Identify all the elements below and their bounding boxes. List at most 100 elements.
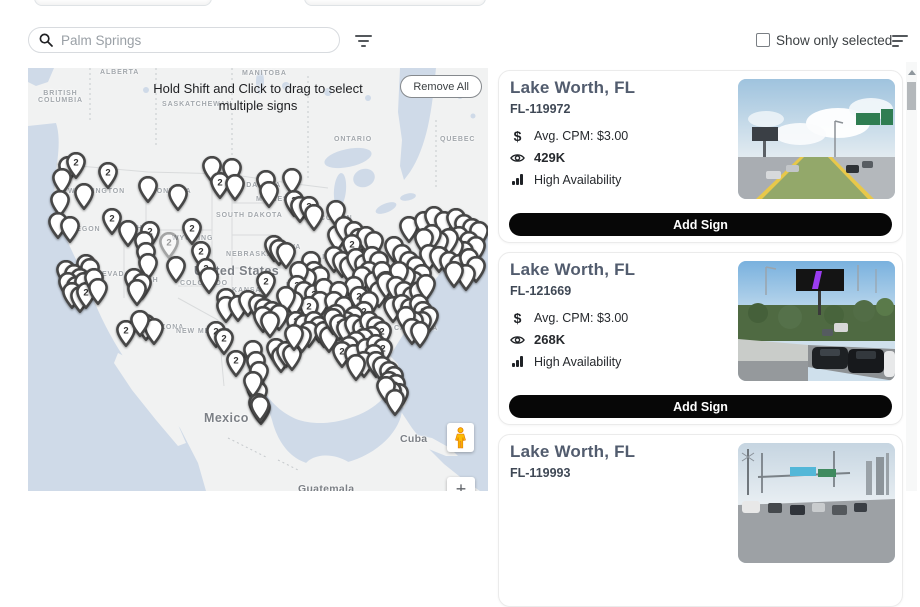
eye-icon — [510, 152, 525, 164]
map-pin[interactable] — [166, 256, 186, 283]
map-pin[interactable] — [444, 261, 464, 288]
map-cluster-pin[interactable]: 2 — [256, 271, 276, 298]
map-region-label: MANITOBA — [242, 70, 287, 77]
svg-text:2: 2 — [349, 240, 354, 251]
search-placeholder: Palm Springs — [61, 32, 142, 48]
map-pin[interactable] — [127, 279, 147, 306]
map-pin[interactable] — [304, 204, 324, 231]
sign-card: Lake Worth, FL FL-119972 $ Avg. CPM: $3.… — [498, 70, 903, 243]
add-sign-button[interactable]: Add Sign — [509, 213, 892, 236]
map-instruction: Hold Shift and Click to drag to select m… — [153, 81, 363, 113]
dollar-icon: $ — [513, 309, 522, 326]
sign-photo — [738, 79, 895, 199]
map-pin[interactable] — [88, 278, 108, 305]
map-region-label: Guatemala — [298, 483, 355, 491]
map-region-label: SASKATCHEWAN — [162, 101, 233, 108]
zoom-in-button[interactable]: + — [447, 477, 475, 491]
map-region-label: QUEBEC — [440, 136, 476, 143]
map-pin[interactable] — [260, 311, 280, 338]
map-pin[interactable] — [346, 354, 366, 381]
map-pin[interactable] — [259, 181, 279, 208]
svg-text:2: 2 — [73, 158, 78, 169]
map-pin[interactable] — [250, 395, 270, 422]
top-cropped-field-left — [34, 0, 212, 6]
show-only-selected-checkbox[interactable] — [756, 33, 770, 47]
cpm-value: Avg. CPM: $3.00 — [534, 310, 629, 325]
map[interactable]: BRITISH COLUMBIA ALBERTA SASKATCHEWAN MANIT… — [28, 68, 488, 491]
svg-text:2: 2 — [361, 307, 366, 318]
map-pin[interactable] — [410, 321, 430, 348]
availability-icon — [510, 356, 525, 367]
show-only-selected-label: Show only selected — [776, 33, 893, 48]
card-city: Lake Worth, FL — [510, 78, 636, 97]
svg-text:2: 2 — [380, 344, 385, 355]
eye-icon — [510, 334, 525, 346]
map-region-label: OREGON — [64, 226, 101, 233]
availability-icon — [510, 174, 525, 185]
filter-icon[interactable] — [355, 35, 372, 47]
map-pin[interactable] — [385, 389, 405, 416]
availability-value: High Availability — [534, 172, 622, 187]
svg-text:2: 2 — [109, 214, 114, 225]
search-input[interactable]: Palm Springs — [28, 27, 340, 53]
card-city: Lake Worth, FL — [510, 260, 636, 279]
map-region-label: Cuba — [400, 433, 428, 445]
svg-text:2: 2 — [198, 247, 203, 258]
svg-text:2: 2 — [263, 277, 268, 288]
dollar-icon: $ — [513, 127, 522, 144]
map-region-label: BRITISH COLUMBIA — [38, 90, 83, 104]
sort-icon[interactable] — [892, 35, 908, 47]
pegman-button[interactable] — [447, 423, 474, 452]
svg-text:2: 2 — [221, 334, 226, 345]
remove-all-button[interactable]: Remove All — [400, 75, 482, 98]
map-pin[interactable] — [284, 324, 304, 351]
map-cluster-pin[interactable]: 2 — [214, 328, 234, 355]
map-cluster-pin[interactable]: 2 — [66, 152, 86, 179]
map-cluster-pin[interactable]: 2 — [159, 232, 179, 259]
search-icon — [39, 33, 53, 47]
map-region-label: ALBERTA — [100, 69, 140, 76]
sign-photo — [738, 443, 895, 563]
map-pin[interactable] — [276, 242, 296, 269]
svg-text:2: 2 — [233, 356, 238, 367]
map-region-label: WASHINGTON — [68, 188, 126, 195]
svg-text:2: 2 — [123, 326, 128, 337]
pegman-icon — [455, 426, 466, 448]
map-region-label: ONTARIO — [334, 136, 373, 143]
svg-text:2: 2 — [306, 302, 311, 313]
scrollbar-up-arrow[interactable] — [908, 70, 916, 75]
map-cluster-pin[interactable]: 2 — [226, 350, 246, 377]
map-region-label: MINNESOTA — [256, 196, 306, 203]
panel-scrollbar[interactable] — [906, 62, 917, 491]
svg-text:2: 2 — [217, 178, 222, 189]
svg-text:2: 2 — [339, 347, 344, 358]
map-cluster-pin[interactable]: 2 — [182, 218, 202, 245]
map-pin[interactable] — [225, 174, 245, 201]
add-sign-button[interactable]: Add Sign — [509, 395, 892, 418]
map-region-label: NEVADA — [96, 271, 131, 278]
map-pin[interactable] — [60, 216, 80, 243]
card-sign-id: FL-121669 — [510, 284, 572, 298]
sign-card: Lake Worth, FL FL-119993 — [498, 434, 903, 607]
card-sign-id: FL-119972 — [510, 102, 571, 116]
cpm-value: Avg. CPM: $3.00 — [534, 128, 629, 143]
impressions-value: 268K — [534, 332, 566, 347]
svg-text:2: 2 — [166, 238, 171, 249]
map-region-label: NEBRASKA — [226, 251, 273, 258]
map-pin[interactable] — [199, 267, 219, 294]
map-region-label: Mexico — [204, 411, 249, 425]
svg-text:2: 2 — [189, 224, 194, 235]
svg-text:2: 2 — [105, 168, 110, 179]
availability-value: High Availability — [534, 354, 622, 369]
svg-text:2: 2 — [83, 288, 88, 299]
scrollbar-thumb[interactable] — [907, 82, 916, 110]
map-pin[interactable] — [130, 310, 150, 337]
map-pin[interactable] — [168, 184, 188, 211]
map-pin[interactable] — [118, 220, 138, 247]
map-cluster-pin[interactable]: 2 — [98, 162, 118, 189]
map-pin[interactable] — [74, 183, 94, 210]
svg-text:2: 2 — [356, 292, 361, 303]
svg-text:2: 2 — [379, 327, 384, 338]
map-pin[interactable] — [138, 176, 158, 203]
map-cluster-pin[interactable]: 2 — [102, 208, 122, 235]
